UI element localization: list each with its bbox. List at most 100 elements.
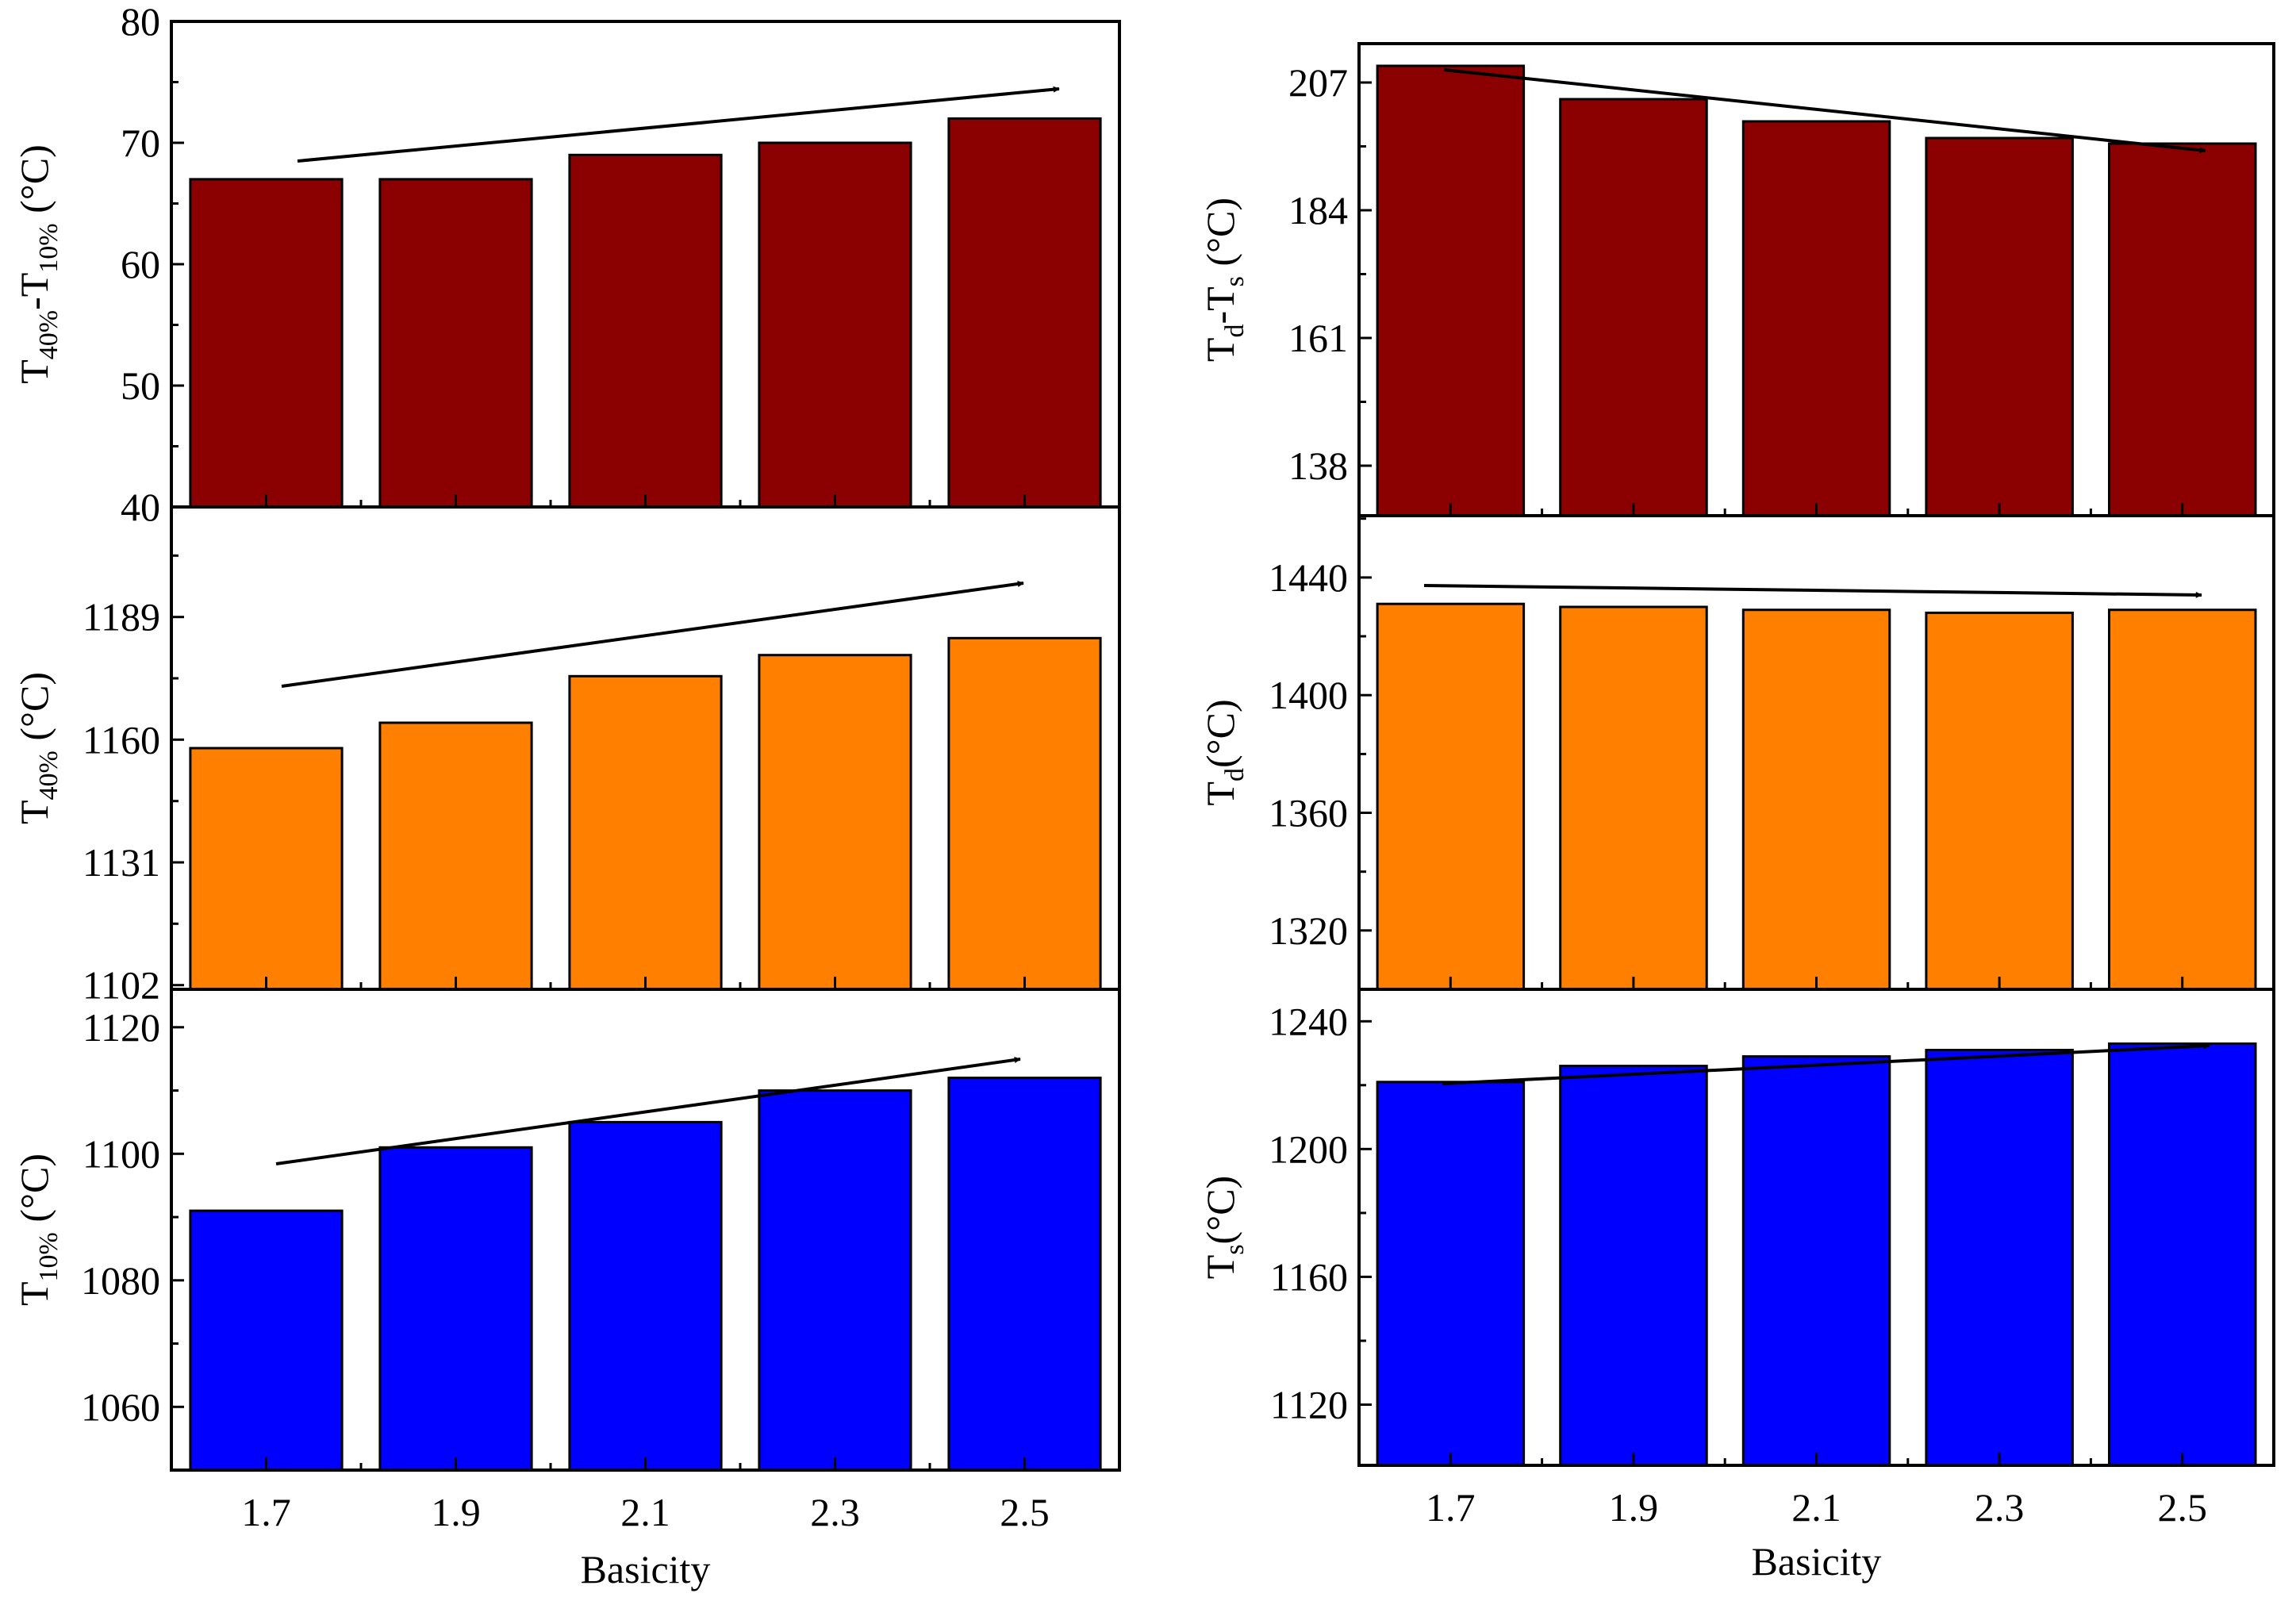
trend-arrow-increasing bbox=[275, 1057, 1021, 1165]
y-label-part: T bbox=[12, 800, 56, 824]
bar-t10-2.1 bbox=[568, 1120, 723, 1472]
y-label-subscript: d bbox=[1220, 768, 1250, 781]
y-tick-label: 1120 bbox=[83, 1005, 160, 1050]
bar-ts-2.1 bbox=[1741, 1055, 1891, 1467]
y-label-part: T bbox=[12, 359, 56, 384]
bar-ts-1.9 bbox=[1559, 1065, 1708, 1467]
bar-td-ts-1.7 bbox=[1376, 64, 1526, 517]
x-tick-label: 2.1 bbox=[1791, 1485, 1841, 1530]
bar-t40-2.1 bbox=[568, 674, 723, 991]
bar-td-ts-1.9 bbox=[1559, 98, 1708, 517]
y-tick-label: 1100 bbox=[83, 1131, 160, 1176]
bar-td-1.9 bbox=[1559, 605, 1708, 991]
y-tick-label: 1320 bbox=[1269, 908, 1348, 953]
y-label-part: (°C) bbox=[12, 1154, 56, 1232]
bar-t40-2.3 bbox=[758, 654, 912, 991]
trend-arrow-increasing bbox=[281, 581, 1024, 688]
y-tick-label: 70 bbox=[121, 121, 160, 165]
y-tick-label: 50 bbox=[121, 363, 160, 408]
y-label-subscript: 40% bbox=[34, 310, 63, 359]
bar-t40-1.7 bbox=[189, 747, 344, 991]
chart-t40-t10: 40 50 60 70 80 T40%-T10% (°C) bbox=[12, 0, 1121, 529]
y-tick-label: 1360 bbox=[1269, 791, 1348, 835]
bar-ts-2.3 bbox=[1925, 1049, 2074, 1467]
y-label-part: T bbox=[1198, 1255, 1242, 1280]
x-axis-label: Basicity bbox=[1752, 1539, 1882, 1584]
trend-arrow-increasing bbox=[297, 86, 1060, 163]
y-tick-label: 60 bbox=[121, 242, 160, 286]
y-tick-label: 207 bbox=[1288, 60, 1348, 105]
chart-t40: 1102 1131 1160 1189 T40% (°C) bbox=[12, 505, 1121, 1008]
y-axis-label: T10% (°C) bbox=[12, 1154, 63, 1306]
bar-td-2.5 bbox=[2108, 609, 2257, 991]
bar-t40-1.9 bbox=[378, 721, 533, 991]
x-tick-label: 2.5 bbox=[1000, 1490, 1050, 1534]
chart-t10: 1060 1080 1100 1120 1.7 1.9 2.1 2.3 2.5 Basicity T… bbox=[12, 988, 1121, 1591]
chart-td: 1320 1360 1400 1440 Td(°C) bbox=[1198, 514, 2275, 991]
bar-t40-2.5 bbox=[947, 636, 1102, 991]
bar-t10-2.3 bbox=[758, 1089, 912, 1472]
x-tick-label: 1.9 bbox=[1609, 1485, 1659, 1530]
y-tick-label: 40 bbox=[121, 485, 160, 529]
y-tick-label: 1400 bbox=[1269, 673, 1348, 717]
bar-td-ts-2.5 bbox=[2108, 142, 2257, 517]
y-label-subscript: 40% bbox=[34, 751, 63, 800]
bar-td-ts-2.1 bbox=[1741, 120, 1891, 517]
y-tick-label: 184 bbox=[1288, 188, 1348, 232]
bar-t40-t10-1.7 bbox=[189, 178, 344, 509]
y-tick-label: 1440 bbox=[1269, 555, 1348, 600]
y-label-part: T bbox=[12, 1281, 56, 1306]
bar-td-1.7 bbox=[1376, 602, 1526, 991]
y-label-part: (°C) bbox=[12, 144, 56, 223]
y-tick-label: 1102 bbox=[83, 963, 160, 1008]
trend-arrow-flat bbox=[1423, 584, 2202, 598]
y-label-part: T bbox=[1198, 338, 1242, 363]
y-label-part: -T bbox=[1198, 286, 1242, 324]
x-tick-label: 1.7 bbox=[1426, 1485, 1476, 1530]
y-axis-label: T40% (°C) bbox=[12, 672, 63, 824]
x-tick-label: 2.1 bbox=[620, 1490, 670, 1534]
bar-t10-2.5 bbox=[947, 1077, 1102, 1472]
y-tick-label: 1160 bbox=[1270, 1254, 1348, 1299]
trend-arrow-decreasing bbox=[1443, 68, 2206, 154]
x-tick-label: 1.9 bbox=[431, 1490, 481, 1534]
bar-t10-1.9 bbox=[378, 1146, 533, 1472]
y-label-subscript: 10% bbox=[34, 1232, 63, 1281]
y-tick-label: 80 bbox=[121, 0, 160, 44]
y-label-subscript: s bbox=[1220, 1244, 1250, 1254]
y-tick-label: 1060 bbox=[81, 1384, 160, 1429]
bar-td-2.3 bbox=[1925, 611, 2074, 991]
x-tick-label: 2.3 bbox=[810, 1490, 860, 1534]
chart-ts: 1120 1160 1200 1240 1.7 1.9 2.1 2.3 2.5 Basicity T… bbox=[1198, 988, 2275, 1584]
y-tick-label: 1200 bbox=[1269, 1127, 1348, 1171]
y-label-subscript: d bbox=[1220, 324, 1250, 338]
bar-td-2.1 bbox=[1741, 609, 1891, 991]
y-tick-label: 1120 bbox=[1270, 1383, 1348, 1427]
y-tick-label: 1240 bbox=[1269, 999, 1348, 1043]
chart-td-ts: 138 161 184 207 Td-Ts (°C) bbox=[1198, 42, 2275, 517]
x-tick-label: 2.5 bbox=[2157, 1485, 2207, 1530]
y-label-part: (°C) bbox=[1198, 699, 1242, 768]
y-tick-label: 1189 bbox=[83, 595, 160, 639]
y-label-part: -T bbox=[12, 273, 56, 310]
x-tick-label: 1.7 bbox=[241, 1490, 291, 1534]
y-label-part: (°C) bbox=[12, 672, 56, 751]
y-label-part: T bbox=[1198, 781, 1242, 806]
y-label-part: (°C) bbox=[1198, 1176, 1242, 1245]
bar-t40-t10-2.1 bbox=[568, 153, 723, 509]
y-axis-label: Td-Ts (°C) bbox=[1198, 198, 1250, 362]
y-tick-label: 1080 bbox=[81, 1258, 160, 1303]
y-label-subscript: s bbox=[1220, 276, 1250, 286]
y-tick-label: 138 bbox=[1288, 443, 1348, 488]
x-tick-label: 2.3 bbox=[1975, 1485, 2025, 1530]
x-axis-label: Basicity bbox=[581, 1547, 711, 1591]
bar-td-ts-2.3 bbox=[1925, 136, 2074, 517]
y-tick-label: 161 bbox=[1288, 316, 1348, 360]
y-axis-label: T40%-T10% (°C) bbox=[12, 144, 63, 384]
bar-t40-t10-2.5 bbox=[947, 117, 1102, 509]
y-tick-label: 1131 bbox=[83, 840, 160, 885]
y-tick-label: 1160 bbox=[83, 717, 160, 762]
bar-ts-1.7 bbox=[1376, 1081, 1526, 1467]
